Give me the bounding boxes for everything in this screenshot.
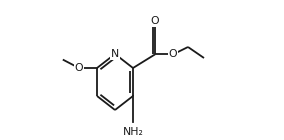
Text: NH₂: NH₂ (123, 127, 143, 137)
Text: O: O (169, 49, 177, 59)
Text: O: O (151, 16, 159, 26)
Text: N: N (111, 49, 119, 59)
Text: O: O (75, 63, 83, 73)
